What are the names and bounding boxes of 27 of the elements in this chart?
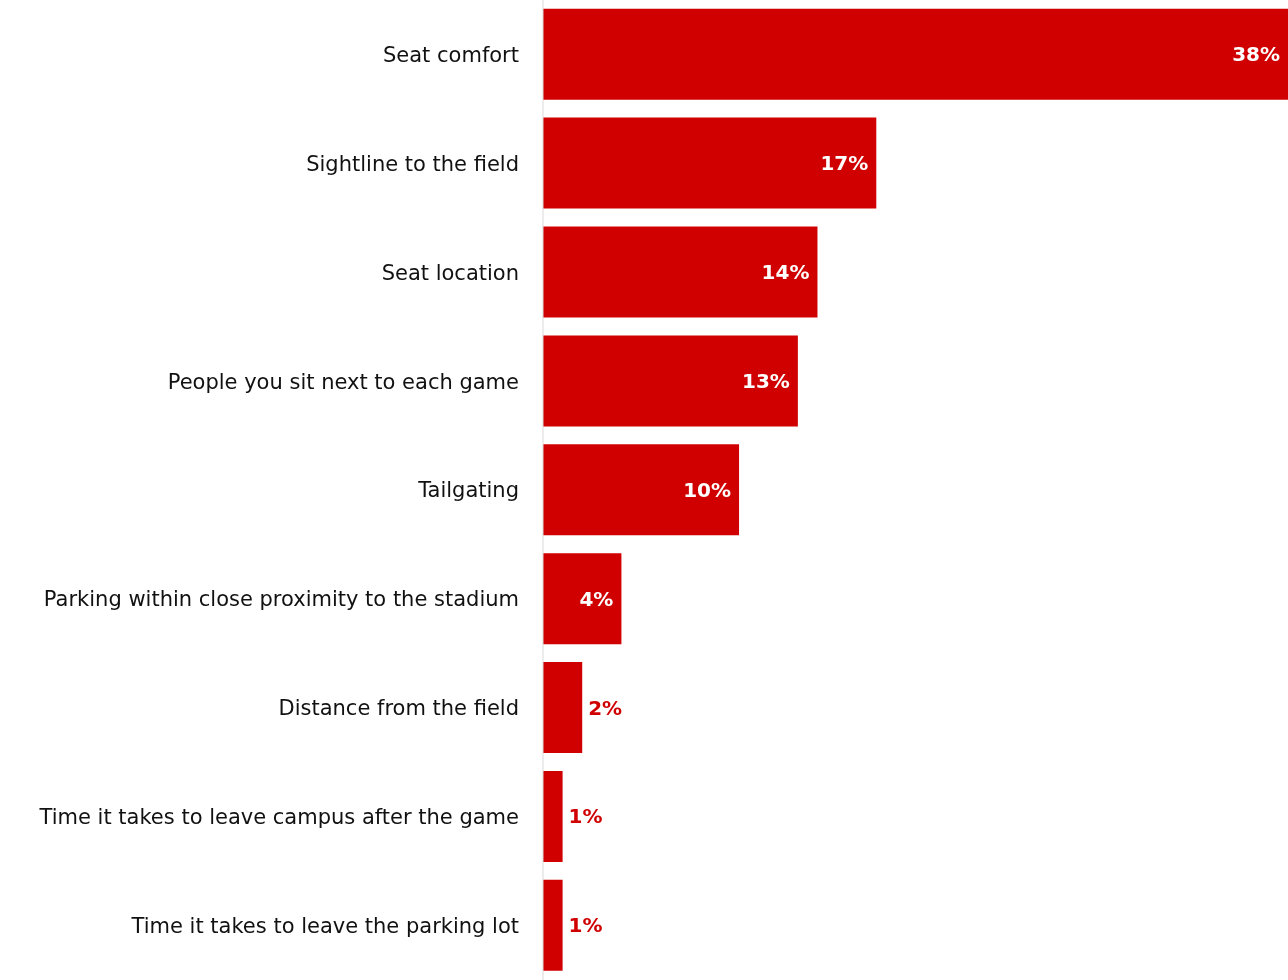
y-tick-label: Time it takes to leave the parking lot	[130, 914, 519, 939]
bar	[543, 335, 798, 427]
y-tick-label: Sightline to the field	[306, 151, 519, 176]
data-label: 2%	[588, 695, 623, 720]
data-label: 10%	[683, 477, 732, 502]
data-label: 1%	[568, 913, 603, 938]
data-label: 13%	[741, 368, 790, 393]
bar	[543, 117, 877, 209]
y-tick-label: Parking within close proximity to the stadium	[43, 587, 519, 612]
y-tick-label: Time it takes to leave campus after the game	[38, 805, 519, 830]
bar	[543, 8, 1288, 100]
bar	[543, 662, 583, 754]
y-tick-label: Tailgating	[417, 478, 519, 503]
bar	[543, 444, 740, 536]
y-tick-label: Seat location	[381, 260, 519, 285]
bar	[543, 226, 818, 318]
y-tick-label: Distance from the field	[278, 696, 519, 721]
bar	[543, 879, 563, 971]
bar	[543, 553, 622, 645]
data-label: 38%	[1232, 42, 1280, 67]
y-tick-label: People you sit next to each game	[167, 369, 519, 394]
data-label: 1%	[568, 804, 603, 829]
data-label: 4%	[579, 586, 614, 611]
y-tick-label: Seat comfort	[383, 42, 519, 67]
data-label: 17%	[820, 151, 869, 176]
bar	[543, 770, 563, 862]
data-label: 14%	[761, 259, 810, 284]
